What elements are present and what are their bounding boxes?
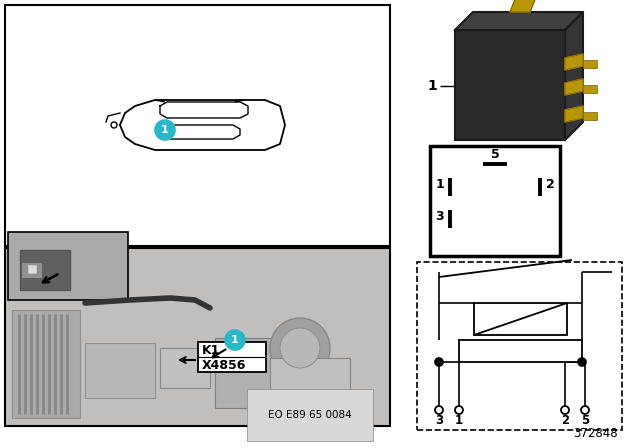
Circle shape bbox=[581, 406, 589, 414]
Bar bbox=[417, 262, 622, 430]
Polygon shape bbox=[160, 102, 248, 118]
Bar bbox=[430, 146, 560, 256]
Text: K1: K1 bbox=[202, 344, 220, 357]
Bar bbox=[28, 265, 36, 273]
Text: EO E89 65 0084: EO E89 65 0084 bbox=[268, 410, 352, 420]
Circle shape bbox=[435, 406, 443, 414]
Text: X4856: X4856 bbox=[202, 358, 246, 371]
Bar bbox=[455, 30, 565, 140]
Text: 3: 3 bbox=[435, 414, 443, 426]
Text: 5: 5 bbox=[581, 414, 589, 426]
Bar bbox=[583, 60, 597, 68]
Bar bbox=[198, 342, 266, 372]
Bar bbox=[5, 248, 390, 426]
Circle shape bbox=[111, 122, 117, 128]
Bar bbox=[459, 340, 582, 362]
Text: 1: 1 bbox=[455, 414, 463, 426]
Circle shape bbox=[561, 406, 569, 414]
Bar bbox=[12, 310, 80, 418]
Circle shape bbox=[155, 120, 175, 140]
Circle shape bbox=[270, 318, 330, 378]
Text: 1: 1 bbox=[161, 125, 169, 135]
Text: 372848: 372848 bbox=[573, 427, 618, 440]
Bar bbox=[160, 348, 210, 388]
Polygon shape bbox=[120, 100, 285, 150]
Bar bbox=[22, 263, 42, 278]
Bar bbox=[8, 232, 128, 300]
Text: 2: 2 bbox=[561, 414, 569, 426]
Bar bbox=[270, 358, 350, 393]
Bar bbox=[583, 112, 597, 120]
Bar bbox=[20, 250, 70, 290]
Circle shape bbox=[280, 328, 320, 368]
Polygon shape bbox=[510, 0, 540, 12]
Bar bbox=[474, 303, 567, 335]
Polygon shape bbox=[565, 12, 583, 140]
Bar bbox=[215, 338, 275, 408]
Bar bbox=[583, 85, 597, 93]
Text: 1: 1 bbox=[436, 177, 444, 190]
Polygon shape bbox=[565, 106, 583, 122]
Circle shape bbox=[435, 358, 443, 366]
Circle shape bbox=[455, 406, 463, 414]
Bar bbox=[85, 343, 155, 398]
Polygon shape bbox=[565, 79, 583, 95]
Text: 1: 1 bbox=[427, 79, 437, 93]
Polygon shape bbox=[565, 54, 583, 70]
Polygon shape bbox=[163, 125, 240, 139]
Text: 1: 1 bbox=[231, 335, 239, 345]
Bar bbox=[5, 5, 390, 246]
Text: 2: 2 bbox=[546, 177, 554, 190]
Circle shape bbox=[225, 330, 245, 350]
Circle shape bbox=[578, 358, 586, 366]
Text: 5: 5 bbox=[491, 147, 499, 160]
Text: 3: 3 bbox=[436, 210, 444, 223]
Polygon shape bbox=[455, 12, 583, 30]
